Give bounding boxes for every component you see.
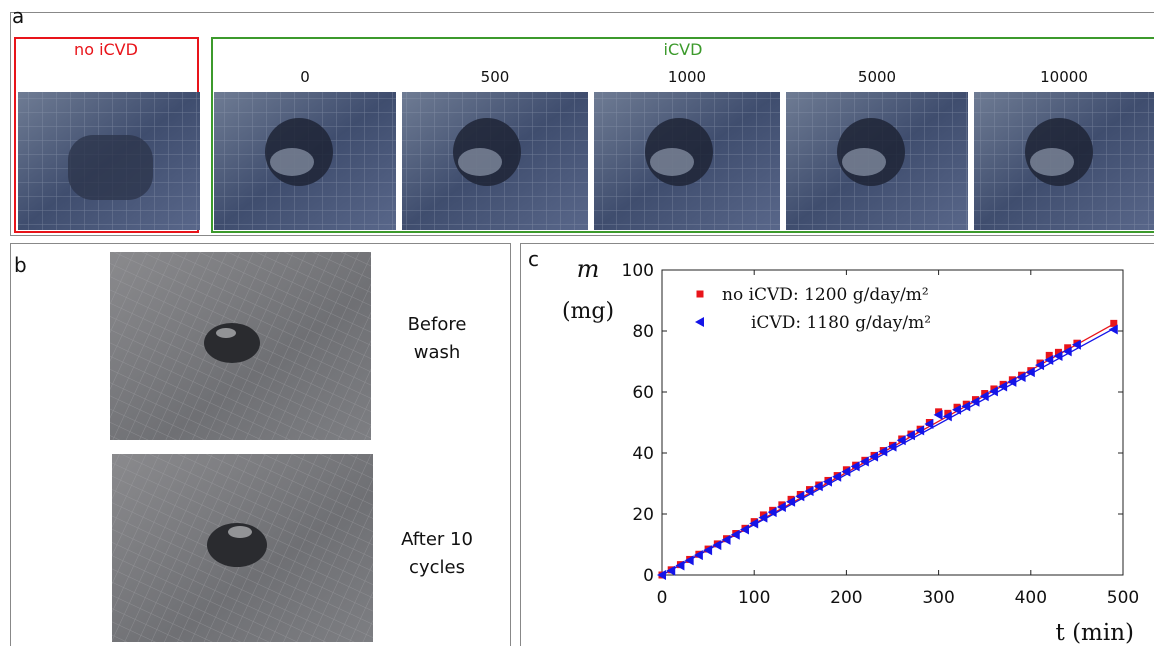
- legend-item: iCVD: 1180 g/day/m²: [695, 313, 931, 333]
- x-axis-label: t (min): [1056, 620, 1134, 646]
- photo: [402, 92, 588, 230]
- photo: [18, 92, 200, 230]
- x-tick-label: 300: [922, 588, 954, 608]
- legend-marker: [695, 317, 704, 327]
- y-tick-label: 80: [632, 322, 654, 342]
- y-axis-label: (mg): [562, 299, 614, 324]
- legend-label: iCVD: 1180 g/day/m²: [751, 313, 931, 333]
- figure: a no iCVD iCVD 05001000500010000 b Befor…: [0, 0, 1154, 646]
- caption-line: wash: [414, 342, 461, 363]
- caption-line: cycles: [409, 557, 465, 578]
- cycle-label: 1000: [668, 68, 706, 86]
- legend-label: no iCVD: 1200 g/day/m²: [722, 285, 929, 305]
- panel-label: b: [14, 253, 27, 277]
- x-tick-label: 500: [1107, 588, 1139, 608]
- photo: [110, 252, 371, 440]
- caption-line: Before: [408, 314, 467, 335]
- panel-label: c: [528, 247, 539, 271]
- x-tick-label: 200: [830, 588, 862, 608]
- caption-line: After 10: [401, 529, 473, 550]
- y-tick-label: 100: [622, 261, 654, 281]
- control-label: no iCVD: [74, 40, 138, 59]
- panel-label: a: [12, 4, 24, 28]
- cycle-label: 0: [300, 68, 310, 86]
- photo: [594, 92, 780, 230]
- photo: [112, 454, 373, 642]
- photo: [786, 92, 968, 230]
- cycle-label: 10000: [1040, 68, 1088, 86]
- cycle-label: 500: [481, 68, 510, 86]
- x-tick-label: 400: [1015, 588, 1047, 608]
- cycle-label: 5000: [858, 68, 896, 86]
- y-tick-label: 60: [632, 383, 654, 403]
- y-tick-label: 40: [632, 444, 654, 464]
- photo: [974, 92, 1154, 230]
- photo: [214, 92, 396, 230]
- treated-label: iCVD: [664, 40, 703, 59]
- legend-item: no iCVD: 1200 g/day/m²: [697, 285, 929, 305]
- x-tick-label: 0: [657, 588, 668, 608]
- x-tick-label: 100: [738, 588, 770, 608]
- y-axis-label: m: [577, 255, 600, 283]
- chart: 0 100 200 300 400 500 0 20 40 60 80 100 m (mg) t (min)…: [562, 255, 1139, 646]
- y-tick-label: 0: [643, 566, 654, 586]
- legend-marker: [697, 291, 704, 298]
- y-tick-label: 20: [632, 505, 654, 525]
